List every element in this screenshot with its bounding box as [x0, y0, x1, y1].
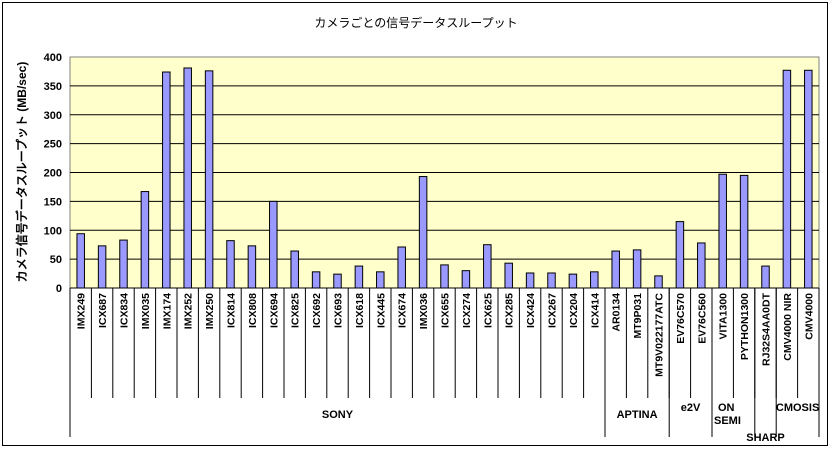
x-tick-label: EV76C560 — [696, 293, 708, 344]
y-tick-label: 150 — [44, 196, 62, 208]
x-tick-label: ICX618 — [354, 293, 366, 328]
x-tick-label: AR0134 — [611, 293, 623, 332]
x-tick-label: ICX414 — [589, 293, 601, 328]
x-tick-label: ICX814 — [226, 293, 238, 328]
chart-title: カメラごとの信号データスループット — [314, 15, 517, 30]
bar — [204, 70, 214, 289]
bar — [440, 264, 449, 289]
y-axis-label: カメラ信号データスループット (MB/sec) — [14, 62, 29, 283]
x-tick-label: ICX694 — [268, 293, 280, 328]
x-tick-label: ICX655 — [440, 293, 452, 328]
y-tick-label: 350 — [44, 81, 62, 93]
x-tick-label: IMX252 — [183, 293, 195, 329]
y-tick-label: 250 — [44, 139, 62, 151]
bar — [739, 174, 749, 289]
x-tick-label: ICX693 — [333, 293, 345, 328]
x-tick-label: ICX424 — [525, 293, 537, 328]
bar — [718, 173, 727, 289]
group-label: APTINA — [617, 409, 658, 421]
bar — [97, 245, 107, 289]
x-tick-label: CMV4000 NIR — [782, 293, 794, 361]
x-tick-label: IMX250 — [204, 293, 216, 329]
bar — [632, 249, 642, 289]
y-tick-label: 0 — [56, 283, 62, 295]
group-label: SHARP — [746, 432, 785, 444]
x-tick-label: IMX249 — [76, 293, 88, 329]
bar — [290, 250, 299, 289]
x-tick-label: ICX808 — [247, 293, 259, 328]
bar — [311, 271, 321, 289]
x-tick-label: IMX036 — [418, 293, 430, 329]
bar — [675, 221, 685, 289]
bar — [183, 67, 192, 289]
bar — [269, 200, 278, 289]
bar — [568, 273, 578, 289]
bar — [654, 275, 663, 289]
bar — [119, 239, 128, 289]
bar — [333, 273, 342, 289]
bar — [804, 69, 813, 289]
group-label: ON SEMI — [714, 402, 741, 427]
x-tick-label: ICX285 — [504, 293, 516, 328]
x-tick-label: PYTHON1300 — [739, 293, 751, 360]
bar — [483, 244, 492, 289]
x-tick-label: MT9P031 — [632, 293, 644, 339]
x-tick-label: ICX674 — [397, 293, 409, 328]
bar — [162, 71, 171, 289]
y-tick-label: 400 — [44, 52, 62, 64]
x-tick-label: IMX035 — [140, 293, 152, 329]
x-tick-label: ICX687 — [97, 293, 109, 328]
y-tick-label: 200 — [44, 168, 62, 180]
x-tick-label: IMX174 — [161, 293, 173, 329]
x-tick-label: RJ32S4AA0DT — [761, 292, 773, 366]
x-tick-label: CMV4000 — [803, 293, 815, 340]
x-tick-label: ICX625 — [482, 293, 494, 328]
bar — [247, 245, 257, 289]
bar — [697, 242, 706, 289]
bar — [611, 250, 620, 289]
bar — [590, 271, 599, 289]
bar — [397, 246, 406, 289]
bar — [504, 262, 513, 289]
bar — [376, 271, 385, 289]
x-tick-label: VITA1300 — [718, 293, 730, 340]
bar — [525, 272, 535, 289]
x-tick-label: EV76C570 — [675, 293, 687, 344]
x-tick-label: ICX692 — [311, 293, 323, 328]
bar — [547, 272, 556, 289]
x-tick-label: ICX834 — [119, 293, 131, 328]
bar — [782, 69, 792, 289]
x-tick-label: ICX825 — [290, 293, 302, 328]
group-label: e2V — [681, 402, 701, 414]
y-tick-label: 300 — [44, 110, 62, 122]
x-tick-label: ICX445 — [375, 293, 387, 328]
x-tick-label: MT9V022177ATC — [654, 293, 666, 377]
y-tick-label: 50 — [50, 254, 62, 266]
bar — [354, 265, 364, 289]
bar — [761, 265, 770, 289]
bar — [226, 240, 235, 289]
y-tick-label: 100 — [44, 225, 62, 237]
group-label: CMOSIS — [776, 402, 819, 414]
x-tick-label: ICX274 — [461, 293, 473, 328]
bar — [76, 233, 85, 289]
x-tick-label: ICX204 — [568, 293, 580, 328]
bar — [461, 270, 471, 289]
x-tick-label: ICX267 — [547, 293, 559, 328]
group-label: SONY — [322, 409, 354, 421]
bar — [418, 176, 428, 289]
plot-area: 0 50 100 150 200 250 300 350 400 IMX249 ICX687 ICX8… — [44, 52, 820, 444]
bar — [140, 191, 150, 289]
